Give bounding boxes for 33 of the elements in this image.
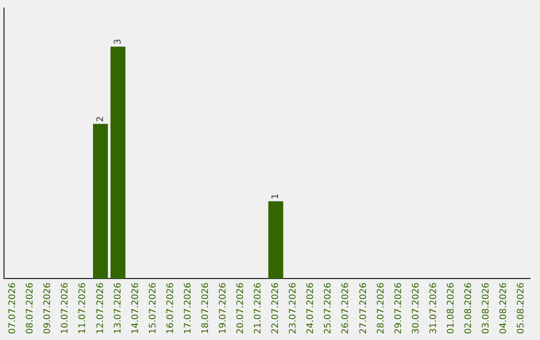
x-tick-label: 17.07.2026 [183, 282, 194, 334]
x-tick-label: 11.07.2026 [78, 282, 88, 334]
x-tick-label: 19.07.2026 [218, 282, 229, 334]
x-tick-label: 02.08.2026 [464, 282, 474, 334]
x-tick-label: 22.07.2026 [271, 282, 282, 334]
x-tick-label: 12.07.2026 [96, 282, 106, 334]
data-label: 2 [96, 116, 106, 122]
x-tick-label: 30.07.2026 [411, 282, 422, 334]
x-tick-label: 10.07.2026 [60, 282, 71, 334]
x-tick-label: 14.07.2026 [130, 282, 141, 334]
x-tick-label: 04.08.2026 [499, 282, 510, 334]
x-tick-label: 20.07.2026 [236, 282, 246, 334]
x-tick-label: 25.07.2026 [324, 282, 334, 334]
x-tick-label: 18.07.2026 [200, 282, 211, 334]
x-tick-label: 01.08.2026 [446, 282, 456, 334]
x-tick-label: 15.07.2026 [148, 282, 158, 334]
x-tick-label: 24.07.2026 [306, 282, 316, 334]
x-tick-label: 28.07.2026 [376, 282, 386, 334]
x-tick-label: 13.07.2026 [113, 282, 124, 334]
x-tick-label: 23.07.2026 [288, 282, 299, 334]
data-label: 3 [113, 38, 124, 45]
x-tick-label: 31.07.2026 [428, 282, 439, 334]
x-tick-label: 08.07.2026 [26, 282, 36, 334]
x-tick-label: 03.08.2026 [482, 282, 492, 334]
x-tick-label: 09.07.2026 [43, 282, 54, 334]
x-tick-label: 16.07.2026 [166, 282, 176, 334]
x-tick-label: 29.07.2026 [394, 282, 404, 334]
data-label: 1 [271, 193, 282, 200]
x-tick-label: 05.08.2026 [516, 282, 527, 334]
x-tick-label: 26.07.2026 [341, 282, 352, 334]
x-tick-label: 27.07.2026 [358, 282, 369, 334]
x-tick-label: 21.07.2026 [254, 282, 264, 334]
x-tick-label: 07.07.2026 [8, 282, 18, 334]
